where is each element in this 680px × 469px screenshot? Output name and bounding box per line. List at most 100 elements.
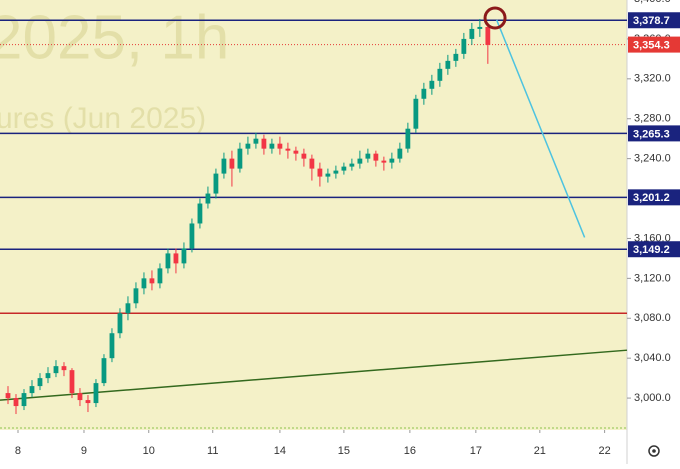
y-tick-label: 3,400.0 [634,0,671,5]
y-tick-label: 3,280.0 [634,113,671,125]
candle-body [261,138,267,149]
candle-body [133,288,139,304]
candle-body [461,38,467,54]
grid [17,38,631,433]
candle-body [21,393,27,407]
trend-line [495,19,586,238]
candle-body [101,358,107,384]
settings-icon-center [652,449,656,453]
candle-body [53,366,59,374]
x-tick-label: 16 [404,445,416,457]
candle-body [413,98,419,129]
candle-body [229,158,235,169]
candle-body [61,366,67,371]
level-label: 3,201.2 [633,192,670,204]
watermark: 2025, 1h ures (Jun 2025) [0,3,229,135]
candle-body [77,393,83,401]
candle-body [221,158,227,174]
candle-body [277,143,283,149]
watermark-subtitle: ures (Jun 2025) [0,102,206,135]
candle-body [349,163,355,167]
candle-body [341,166,347,171]
time-axis [0,430,627,464]
candle-body [157,268,163,284]
x-tick-label: 21 [534,445,546,457]
axes: 3,000.03,040.03,080.03,120.03,160.03,240… [15,0,680,457]
y-tick-label: 3,040.0 [634,352,671,364]
candle-body [93,383,99,404]
candle-body [301,153,307,159]
candle-body [149,278,155,284]
candle-body [181,248,187,264]
x-tick-label: 14 [274,445,286,457]
candle-body [269,143,275,149]
price-axis [627,0,680,464]
candle-body [13,398,19,407]
candle-body [397,148,403,159]
candle-body [357,158,363,164]
watermark-title: 2025, 1h [0,3,229,72]
candle-body [285,148,291,151]
candle-body [469,28,475,39]
level-label-box [628,125,680,142]
candle-body [421,88,427,99]
candle-body [477,26,483,29]
candle-body [293,150,299,154]
candle-body [309,158,315,169]
candle-body [437,68,443,81]
candle-body [29,386,35,394]
candle-body [109,333,115,359]
candle-body [365,153,371,159]
candle-body [205,193,211,204]
candle-body [389,158,395,163]
candle-body [5,393,11,399]
level-label-box [628,241,680,258]
candle-body [445,60,451,69]
candle-body [165,253,171,269]
candle-body [173,253,179,264]
candle-body [429,80,435,89]
candle-body [253,138,259,144]
plot [0,6,628,415]
candle-body [405,128,411,149]
candle-body [325,173,331,177]
candle-body [245,143,251,149]
x-tick-label: 9 [81,445,87,457]
candle-body [317,168,323,177]
candle-body [69,370,75,394]
trend-line [0,349,628,401]
y-tick-label: 3,240.0 [634,153,671,165]
level-label: 3,378.7 [633,15,670,27]
candle-body [37,378,43,387]
y-tick-label: 3,120.0 [634,272,671,284]
candle-body [237,148,243,169]
y-tick-label: 3,080.0 [634,312,671,324]
y-tick-label: 3,320.0 [634,73,671,85]
level-label-box [628,189,680,206]
settings-icon[interactable] [648,445,660,457]
level-label: 3,149.2 [633,244,670,256]
candle-body [333,170,339,174]
y-tick-label: 3,000.0 [634,392,671,404]
candle-body [45,373,51,379]
x-tick-label: 15 [338,445,350,457]
x-tick-label: 17 [470,445,482,457]
x-tick-label: 22 [598,445,610,457]
candle-body [213,173,219,194]
candle-body [197,203,203,224]
level-label-box [628,36,680,53]
level-label: 3,354.3 [633,40,670,52]
target-marker [483,6,507,30]
level-label: 3,265.3 [633,128,670,140]
candle-body [373,153,379,161]
candle-body [141,278,147,289]
candle-body [85,400,91,404]
x-tick-label: 10 [143,445,155,457]
x-tick-label: 8 [15,445,21,457]
x-tick-label: 11 [207,445,218,457]
candle-body [189,223,195,249]
candle-body [125,303,131,314]
candle-body [117,313,123,334]
